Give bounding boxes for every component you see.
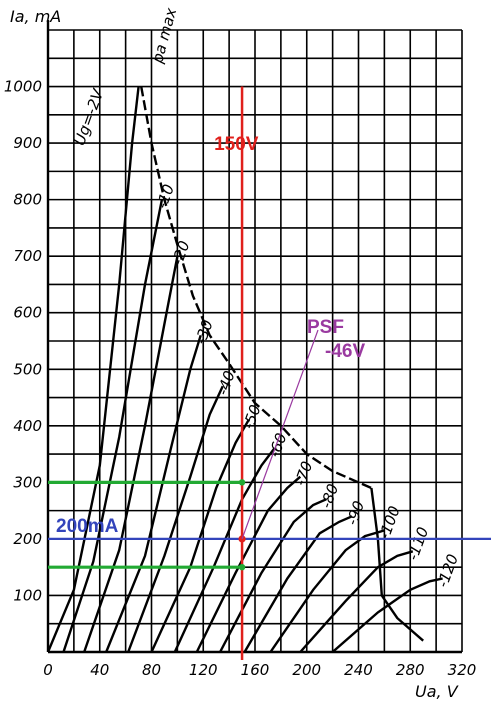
psf-pointer bbox=[241, 329, 319, 540]
curve--120V bbox=[331, 577, 443, 653]
curve--20V bbox=[83, 255, 179, 653]
curve--110V bbox=[299, 550, 414, 653]
curve-label: -110 bbox=[404, 525, 433, 563]
curve--2V bbox=[46, 86, 140, 653]
y-tick-label: 800 bbox=[13, 191, 42, 209]
y-tick-label: 100 bbox=[13, 586, 42, 604]
y-tick-label: 200 bbox=[13, 530, 42, 548]
curve--40V bbox=[127, 385, 224, 653]
y-tick-label: 1000 bbox=[4, 78, 42, 96]
label-psf: PSF bbox=[307, 317, 344, 338]
curve-label: -70 bbox=[291, 459, 316, 488]
x-tick-label: 0 bbox=[43, 661, 53, 679]
curve-label: -80 bbox=[317, 482, 342, 511]
curve-label: -60 bbox=[265, 431, 290, 460]
curve--100V bbox=[269, 529, 385, 653]
curve-label: Ug=-2V bbox=[70, 85, 107, 148]
x-tick-label: 160 bbox=[241, 661, 270, 679]
y-tick-label: 700 bbox=[13, 247, 42, 265]
label-200ma: 200mA bbox=[56, 516, 119, 537]
x-tick-label: 280 bbox=[396, 661, 425, 679]
pd-max-extension bbox=[370, 487, 424, 642]
annotations: 150V 200mA PSF -46V bbox=[48, 86, 491, 660]
x-axis-label: Ua, V bbox=[415, 682, 459, 701]
y-tick-label: 400 bbox=[13, 417, 42, 435]
x-tick-label: 200 bbox=[292, 661, 321, 679]
curve-label: -10 bbox=[153, 182, 178, 211]
curve--90V bbox=[243, 515, 353, 653]
operating-point bbox=[238, 535, 246, 543]
curve-label: -90 bbox=[343, 498, 368, 527]
curve--30V bbox=[105, 334, 202, 653]
pd-max-label: pa max bbox=[148, 6, 180, 66]
curve--80V bbox=[219, 498, 327, 653]
y-tick-label: 900 bbox=[13, 134, 42, 152]
label-150v: 150V bbox=[214, 134, 259, 155]
green-dot bbox=[238, 479, 246, 486]
curve-label: -120 bbox=[433, 552, 462, 590]
x-tick-label: 320 bbox=[448, 661, 477, 679]
pd-max-curve bbox=[140, 86, 372, 490]
y-tick-label: 300 bbox=[13, 473, 42, 491]
x-tick-label: 40 bbox=[90, 661, 109, 679]
green-dot bbox=[238, 563, 246, 571]
y-tick-label: 500 bbox=[13, 360, 42, 378]
curve--10V bbox=[62, 199, 164, 653]
x-tick-label: 240 bbox=[344, 661, 373, 679]
curve--50V bbox=[150, 419, 250, 653]
label-46v: -46V bbox=[325, 341, 365, 362]
y-axis-label: Ia, mA bbox=[10, 7, 61, 26]
y-tick-label: 600 bbox=[13, 304, 42, 322]
curves: Ug=-2V-10-20-30-40-50-60-70-80-90 -100-11… bbox=[46, 6, 462, 653]
curve--70V bbox=[195, 475, 302, 653]
x-tick-label: 120 bbox=[189, 661, 218, 679]
x-tick-label: 80 bbox=[142, 661, 161, 679]
grid bbox=[46, 20, 463, 654]
tick-labels: 0 40 80 120 160 200 240 280 320 100 200 300 400 500 60… bbox=[4, 78, 477, 679]
curve-label: -100 bbox=[375, 504, 404, 542]
